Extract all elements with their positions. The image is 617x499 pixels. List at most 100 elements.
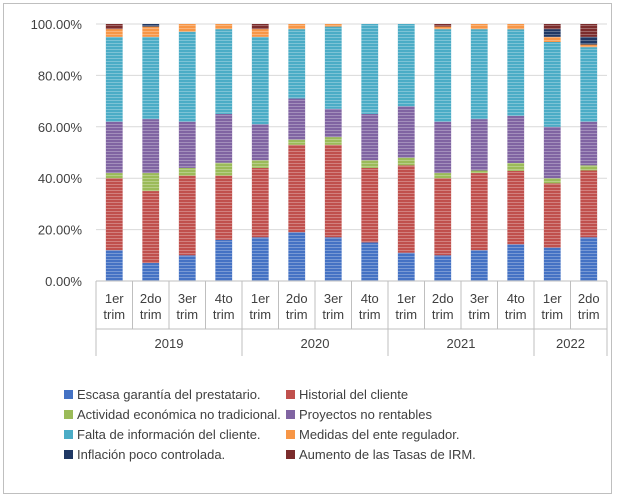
bar-segment: [470, 119, 488, 171]
bar-segment: [434, 121, 452, 174]
bar-segment: [324, 108, 342, 138]
bar-segment: [142, 119, 160, 174]
legend-swatch: [286, 430, 295, 439]
legend-label: Escasa garantía del prestatario.: [77, 387, 261, 402]
bar-segment: [288, 232, 306, 281]
bar-segment: [178, 24, 196, 32]
bar-segment: [361, 160, 379, 168]
gridlines: [96, 23, 607, 231]
bar-segment: [470, 24, 488, 30]
bar-segment: [580, 237, 598, 281]
x-tick-label: 1er trim: [103, 291, 125, 322]
chart-container: 0.00% 20.00% 40.00% 60.00% 80.00% 100.00% 1er…: [3, 3, 612, 494]
bar-segment: [324, 24, 342, 27]
bar-segment: [361, 24, 379, 114]
bar-segment: [507, 162, 525, 171]
bar-segment: [324, 144, 342, 238]
bar-segment: [507, 170, 525, 245]
bar-segment: [434, 24, 452, 27]
bar-segment: [178, 167, 196, 176]
legend-label: Falta de información del cliente.: [77, 427, 261, 442]
bar-segment: [251, 24, 269, 30]
bar-segment: [105, 24, 123, 30]
bar-segment: [434, 173, 452, 179]
bar-segment: [251, 124, 269, 161]
bar-segment: [142, 263, 160, 281]
bar-segment: [178, 31, 196, 122]
bar-segment: [324, 26, 342, 109]
legend-item: Historial del cliente: [286, 387, 408, 402]
bar-segment: [215, 113, 233, 163]
bar-segment: [580, 44, 598, 48]
bar-segment: [507, 115, 525, 163]
bar-segment: [434, 29, 452, 122]
bar-segment: [324, 137, 342, 145]
bar-segment: [580, 170, 598, 238]
bar-segment: [105, 29, 123, 37]
bar-segment: [105, 121, 123, 174]
bar-segment: [507, 29, 525, 116]
legend-item: Medidas del ente regulador.: [286, 427, 459, 442]
bar-segment: [142, 26, 160, 37]
bar-segment: [288, 139, 306, 145]
bar-segment: [178, 255, 196, 281]
legend-swatch: [64, 410, 73, 419]
x-tick-label: 3er trim: [322, 291, 344, 322]
bar-segment: [361, 113, 379, 161]
bar-segment: [470, 170, 488, 174]
bar-segment: [543, 183, 561, 248]
bar-segment: [288, 144, 306, 233]
x-tick-label: 2do trim: [432, 291, 454, 322]
bar-segment: [507, 24, 525, 30]
legend-item: Proyectos no rentables: [286, 407, 432, 422]
bar-segment: [288, 29, 306, 99]
x-tick-label: 4to trim: [213, 291, 235, 322]
bar-segment: [215, 29, 233, 114]
bar-segment: [251, 237, 269, 281]
bar-segment: [580, 165, 598, 171]
bar-segment: [215, 175, 233, 240]
y-tick-label: 20.00%: [38, 223, 83, 238]
bar-segment: [142, 191, 160, 264]
legend-label: Proyectos no rentables: [299, 407, 432, 422]
x-tick-label: 3er trim: [468, 291, 490, 322]
year-label: 2021: [447, 336, 476, 351]
x-axis: 1er trim 2do trim 3er trim 4to trim 1er trim 2do tr…: [95, 280, 608, 356]
bar-segment: [434, 255, 452, 281]
bars: [105, 24, 598, 281]
bar-segment: [434, 178, 452, 256]
bar-segment: [215, 24, 233, 30]
bar-segment: [543, 126, 561, 179]
y-tick-label: 80.00%: [38, 68, 83, 83]
bar-segment: [470, 29, 488, 120]
bar-segment: [215, 162, 233, 176]
legend-label: Inflación poco controlada.: [77, 447, 226, 462]
bar-segment: [543, 29, 561, 37]
bar-segment: [142, 173, 160, 192]
bar-segment: [361, 242, 379, 281]
x-tick-label: 4to trim: [505, 291, 527, 322]
bar-segment: [580, 121, 598, 166]
bar-segment: [543, 41, 561, 127]
bar-segment: [543, 178, 561, 184]
x-tick-label: 1er trim: [395, 291, 417, 322]
bar-segment: [288, 24, 306, 30]
stacked-bar-chart: 0.00% 20.00% 40.00% 60.00% 80.00% 100.00% 1er…: [31, 17, 608, 356]
y-tick-label: 40.00%: [38, 171, 83, 186]
x-tick-label: 2do trim: [578, 291, 600, 322]
x-tick-label: 2do trim: [140, 291, 162, 322]
bar-segment: [288, 98, 306, 140]
bar-segment: [251, 167, 269, 238]
bar-segment: [397, 106, 415, 158]
legend-item: Aumento de las Tasas de IRM.: [286, 447, 476, 462]
x-tick-label: 1er trim: [541, 291, 563, 322]
legend-label: Historial del cliente: [299, 387, 409, 402]
bar-segment: [324, 237, 342, 281]
bar-segment: [543, 24, 561, 30]
x-tick-label: 3er trim: [176, 291, 198, 322]
y-tick-label: 60.00%: [38, 120, 83, 135]
year-label: 2020: [301, 336, 330, 351]
y-tick-label: 100.00%: [31, 17, 83, 32]
bar-segment: [251, 36, 269, 125]
legend-label: Aumento de las Tasas de IRM.: [299, 447, 476, 462]
